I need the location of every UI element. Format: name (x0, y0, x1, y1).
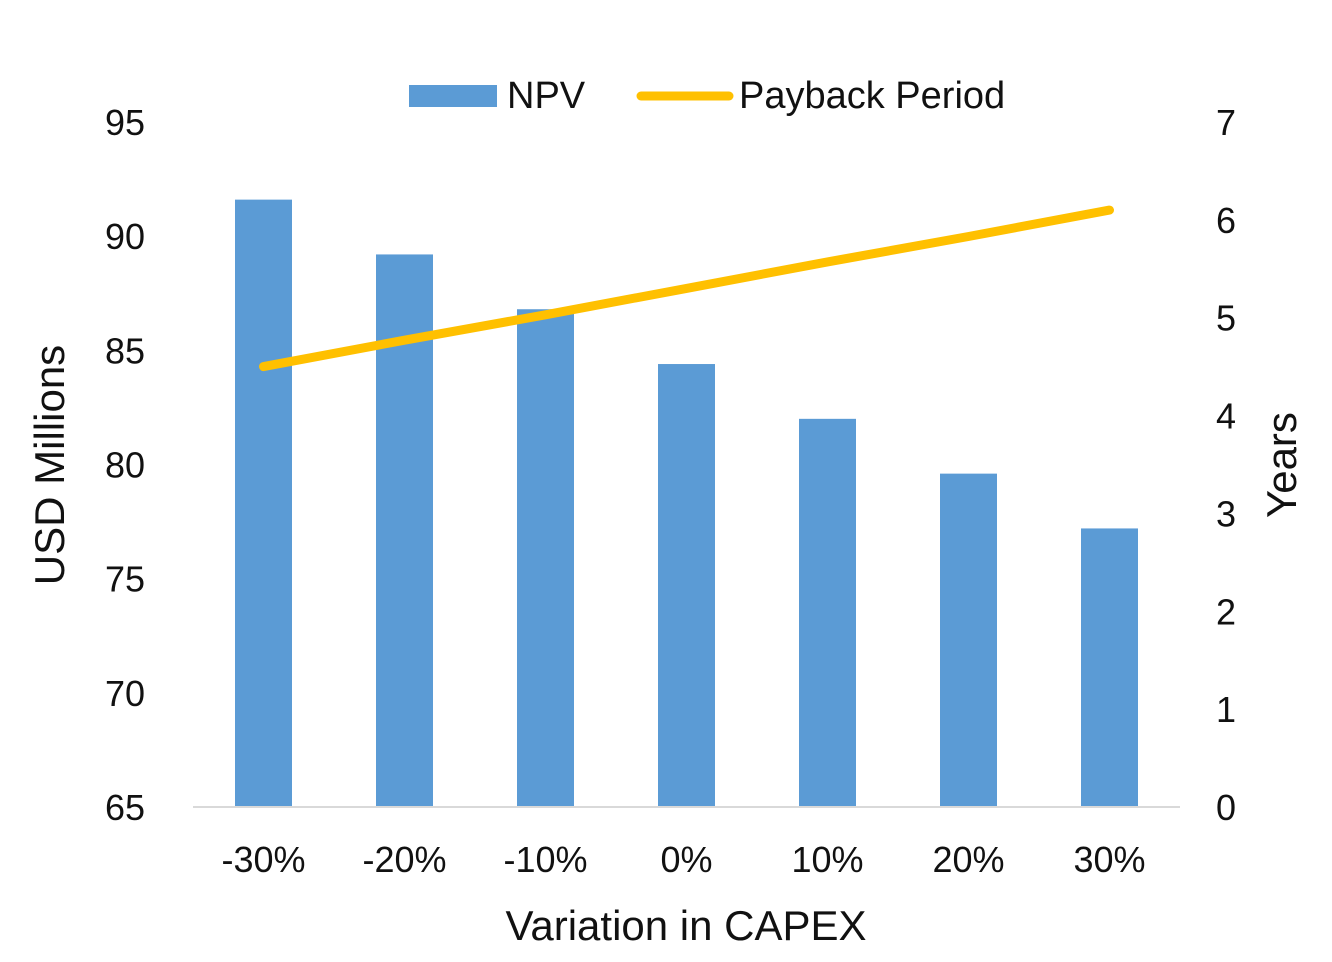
line-layer (259, 205, 1114, 372)
x-tick-label-2: -10% (503, 839, 587, 880)
bar-npv-4 (799, 418, 856, 807)
y-tick-label-1: 70 (105, 673, 145, 714)
legend-label-npv: NPV (507, 75, 586, 117)
y-tick-label-0: 65 (105, 787, 145, 828)
bars-layer (235, 199, 1138, 808)
legend-label-payback: Payback Period (739, 75, 1005, 117)
y-tick-label-4: 85 (105, 330, 145, 371)
y-tick-label-6: 95 (105, 102, 145, 143)
bar-npv-0 (235, 199, 292, 808)
y2-tick-label-6: 6 (1216, 200, 1236, 241)
y2-tick-label-7: 7 (1216, 102, 1236, 143)
x-tick-label-4: 10% (791, 839, 863, 880)
x-tick-label-0: -30% (221, 839, 305, 880)
bar-npv-5 (940, 473, 997, 807)
x-tick-label-6: 30% (1073, 839, 1145, 880)
x-axis-ticks: -30% -20% -10% 0% 10% 20% 30% (221, 839, 1145, 880)
line-payback-period (259, 205, 1114, 372)
y2-tick-label-1: 1 (1216, 689, 1236, 730)
x-tick-label-3: 0% (660, 839, 712, 880)
x-tick-label-5: 20% (932, 839, 1004, 880)
bar-npv-6 (1081, 528, 1138, 807)
y2-tick-label-3: 3 (1216, 493, 1236, 534)
legend-swatch-npv (409, 85, 497, 107)
legend: NPV Payback Period (409, 75, 1005, 117)
y-tick-label-5: 90 (105, 216, 145, 257)
y2-tick-label-4: 4 (1216, 396, 1236, 437)
y2-tick-label-2: 2 (1216, 591, 1236, 632)
y2-tick-label-5: 5 (1216, 298, 1236, 339)
bar-npv-2 (517, 309, 574, 807)
y2-tick-label-0: 0 (1216, 787, 1236, 828)
y-axis-title: USD Millions (26, 345, 73, 585)
y-tick-label-3: 80 (105, 445, 145, 486)
bar-npv-3 (658, 364, 715, 807)
y2-axis-title: Years (1258, 412, 1305, 518)
x-axis-title: Variation in CAPEX (505, 902, 866, 949)
x-tick-label-1: -20% (362, 839, 446, 880)
y-tick-label-2: 75 (105, 559, 145, 600)
right-axis-ticks: 0 1 2 3 4 5 6 7 (1216, 102, 1236, 828)
left-axis-ticks: 65 70 75 80 85 90 95 (105, 102, 145, 828)
